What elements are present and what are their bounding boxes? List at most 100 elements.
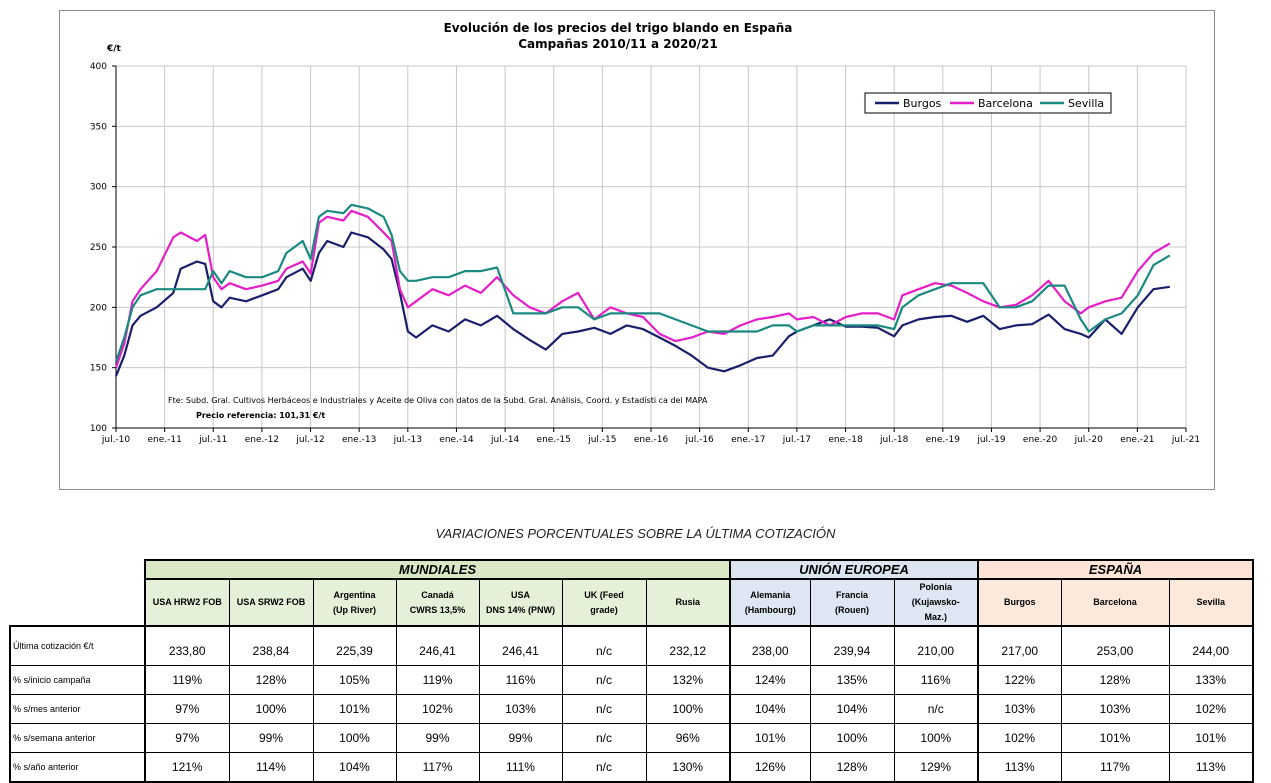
x-tick-label: ene.-11 xyxy=(147,435,181,445)
table-cell: 100% xyxy=(312,723,396,753)
table-cell: 99% xyxy=(395,723,479,753)
table-cell: 99% xyxy=(478,723,562,753)
table-cell: 225,39 xyxy=(312,625,396,666)
x-tick-label: ene.-14 xyxy=(439,435,474,445)
x-tick-label: jul.-12 xyxy=(295,435,324,445)
column-header: Alemania (Hambourg) xyxy=(729,578,811,627)
table-cell: 238,84 xyxy=(228,625,313,666)
table-cell: 238,00 xyxy=(729,625,810,666)
table-cell: 100% xyxy=(645,694,730,724)
x-tick-label: jul.-16 xyxy=(685,435,715,445)
table-cell: 122% xyxy=(977,665,1061,695)
table-cell: n/c xyxy=(561,625,646,666)
group-header-espana: ESPAÑA xyxy=(977,559,1254,580)
table-cell: 104% xyxy=(729,694,810,724)
table-cell: 117% xyxy=(1060,752,1169,783)
group-header-mundiales: MUNDIALES xyxy=(144,559,731,580)
price-line-chart: Evolución de los precios del trigo bland… xyxy=(90,21,1200,445)
table-cell: 102% xyxy=(1168,694,1254,724)
chart-title: Evolución de los precios del trigo bland… xyxy=(444,21,793,35)
column-header: Sevilla xyxy=(1168,578,1254,627)
series-line-barcelona xyxy=(114,209,1171,369)
table-cell: 101% xyxy=(312,694,396,724)
column-header: Rusia xyxy=(645,578,731,627)
x-tick-label: jul.-11 xyxy=(198,435,227,445)
row-label: % s/mes anterior xyxy=(9,694,145,724)
table-cell: 97% xyxy=(144,723,229,753)
x-tick-label: jul.-19 xyxy=(976,435,1006,445)
table-cell: 233,80 xyxy=(144,625,229,666)
x-tick-label: jul.-18 xyxy=(879,435,909,445)
reference-price-note: Precio referencia: 101,31 €/t xyxy=(196,411,325,420)
table-cell: 101% xyxy=(1168,723,1254,753)
table-cell: 124% xyxy=(729,665,810,695)
x-tick-label: jul.-21 xyxy=(1171,435,1200,445)
blank-header-cell xyxy=(10,579,145,626)
row-label: % s/inicio campaña xyxy=(9,665,145,695)
table-cell: 113% xyxy=(977,752,1061,783)
y-tick-label: 400 xyxy=(90,62,107,72)
table-cell: 232,12 xyxy=(645,625,730,666)
y-tick-label: 250 xyxy=(90,243,107,253)
table-cell: 100% xyxy=(893,723,978,753)
table-cell: 116% xyxy=(478,665,562,695)
x-tick-label: jul.-15 xyxy=(587,435,616,445)
x-tick-label: ene.-19 xyxy=(926,435,961,445)
table-cell: 114% xyxy=(228,752,313,783)
column-header: Francia (Rouen) xyxy=(809,578,895,627)
x-tick-label: ene.-16 xyxy=(634,435,669,445)
table-cell: 103% xyxy=(1060,694,1169,724)
table-cell: n/c xyxy=(893,694,978,724)
table-cell: 104% xyxy=(312,752,396,783)
blank-corner xyxy=(10,560,145,579)
x-tick-label: ene.-17 xyxy=(731,435,765,445)
table-cell: 217,00 xyxy=(977,625,1061,666)
table-cell: 210,00 xyxy=(893,625,978,666)
column-header-row: USA HRW2 FOB USA SRW2 FOB Argentina (Up Riv… xyxy=(10,578,1254,627)
table-cell: 133% xyxy=(1168,665,1254,695)
column-header: Burgos xyxy=(977,578,1062,627)
table-cell: 128% xyxy=(1060,665,1169,695)
chart-container: Evolución de los precios del trigo bland… xyxy=(59,10,1215,490)
legend: Burgos Barcelona Sevilla xyxy=(864,92,1112,114)
x-tick-label: ene.-12 xyxy=(245,435,279,445)
source-note: Fte: Subd. Gral. Cultivos Herbáceos e In… xyxy=(168,396,708,405)
table-cell: 102% xyxy=(395,694,479,724)
table-cell: 100% xyxy=(228,694,313,724)
column-header: USA DNS 14% (PNW) xyxy=(478,578,563,627)
column-header: Barcelona xyxy=(1060,578,1170,627)
x-tick-label: ene.-13 xyxy=(342,435,376,445)
grid xyxy=(115,65,1187,429)
x-tick-label: jul.-10 xyxy=(101,435,131,445)
legend-box xyxy=(864,92,1112,114)
table-cell: 239,94 xyxy=(809,625,894,666)
table-row: % s/mes anterior 97% 100% 101% 102% 103% n/c 10… xyxy=(9,694,1254,724)
column-header: Argentina (Up River) xyxy=(312,578,397,627)
table-cell: 246,41 xyxy=(478,625,562,666)
table-cell: 103% xyxy=(478,694,562,724)
table-cell: 99% xyxy=(228,723,313,753)
table-cell: 130% xyxy=(645,752,730,783)
row-label: % s/año anterior xyxy=(9,752,145,783)
table-cell: 103% xyxy=(977,694,1061,724)
table-cell: 102% xyxy=(977,723,1061,753)
table-cell: 113% xyxy=(1168,752,1254,783)
y-tick-label: 100 xyxy=(90,424,107,434)
column-header: USA HRW2 FOB xyxy=(144,578,230,627)
x-tick-label: jul.-14 xyxy=(490,435,520,445)
table-cell: 101% xyxy=(1060,723,1169,753)
series-line-burgos xyxy=(114,231,1170,377)
table-cell: n/c xyxy=(561,694,646,724)
table-cell: 104% xyxy=(809,694,894,724)
y-tick-label: 350 xyxy=(90,122,107,132)
table-row: % s/año anterior 121% 114% 104% 117% 111% n/c 1… xyxy=(9,752,1254,783)
x-tick-label: jul.-17 xyxy=(782,435,811,445)
x-tick-label: jul.-20 xyxy=(1074,435,1104,445)
table-cell: 96% xyxy=(645,723,730,753)
legend-label-sevilla: Sevilla xyxy=(1068,97,1104,110)
table-cell: 97% xyxy=(144,694,229,724)
table-cell: 105% xyxy=(312,665,396,695)
table-cell: 128% xyxy=(809,752,894,783)
table-cell: 121% xyxy=(144,752,229,783)
chart-subtitle: Campañas 2010/11 a 2020/21 xyxy=(518,37,717,51)
